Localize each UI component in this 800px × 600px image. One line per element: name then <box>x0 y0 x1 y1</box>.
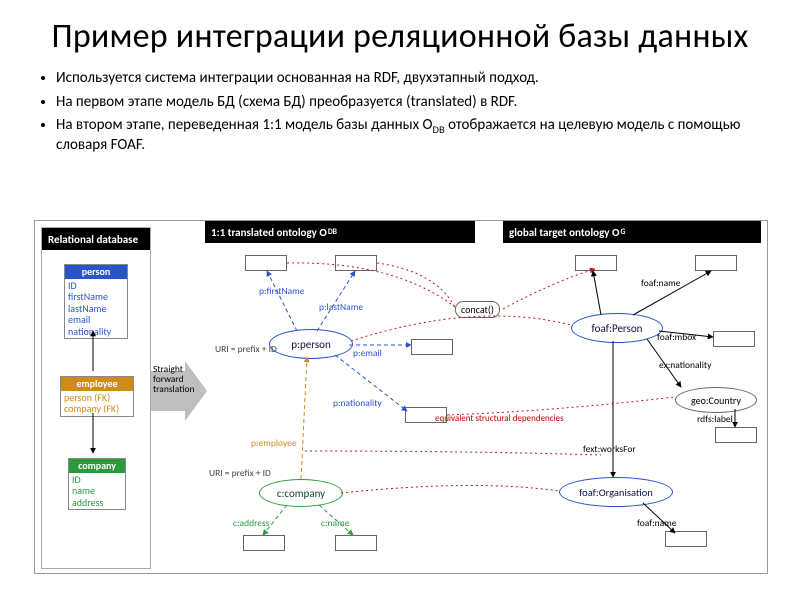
header-odb: 1:1 translated ontology ODB <box>205 221 475 243</box>
pbox <box>695 255 737 271</box>
elab: fext:worksFor <box>583 443 636 455</box>
bullet: На втором этапе, переведенная 1:1 модель… <box>56 116 766 156</box>
node-foaf-org: foaf:Organisation <box>559 477 673 507</box>
bullet: На первом этапе модель БД (схема БД) пре… <box>56 93 766 112</box>
pbox <box>575 255 617 271</box>
node-foaf-person: foaf:Person <box>571 313 663 343</box>
elab: foaf:name <box>641 277 681 289</box>
pbox <box>665 531 707 547</box>
node-geo-country: geo:Country <box>675 387 757 413</box>
elab: foaf:name <box>637 517 677 529</box>
pbox <box>411 339 453 355</box>
elab: p:firstName <box>259 285 305 297</box>
elab: p:nationality <box>333 397 382 409</box>
elab: p:employee <box>251 437 297 449</box>
equiv-annotation: equivalent structural dependencies <box>435 413 564 424</box>
translation-arrow-label: Straightforwardtranslation <box>153 365 195 395</box>
elab: rdfs:label <box>697 413 733 425</box>
translation-arrow: Straightforwardtranslation <box>151 361 207 421</box>
bullet: Используется система интеграции основанн… <box>56 69 766 88</box>
header-relational: Relational database <box>42 228 150 250</box>
elab: p:email <box>353 347 382 359</box>
table-employee: employee person (FK) company (FK) <box>60 376 134 417</box>
elab: URI = prefix + ID <box>209 467 271 479</box>
concat-box: concat() <box>455 301 500 318</box>
diagram: 1:1 translated ontology ODB global targe… <box>34 220 768 574</box>
header-og: global target ontology OG <box>503 221 761 243</box>
elab: c:name <box>321 517 349 529</box>
elab: URI = prefix + ID <box>215 343 277 355</box>
bullet-list: Используется система интеграции основанн… <box>34 69 766 155</box>
table-company: company ID name address <box>68 458 126 510</box>
elab: foaf:mbox <box>657 331 696 343</box>
pbox <box>715 427 757 443</box>
pbox <box>335 255 377 271</box>
table-person: person ID firstName lastName email natio… <box>64 264 128 339</box>
pbox <box>335 535 377 551</box>
pbox <box>243 535 285 551</box>
pbox <box>245 255 287 271</box>
elab: ex:nationality <box>659 359 711 371</box>
relational-db-panel: Relational database person ID firstName … <box>41 227 151 569</box>
slide-title: Пример интеграции реляционной базы данны… <box>34 18 766 55</box>
elab: p:lastName <box>319 301 363 313</box>
node-pperson: p:person <box>269 329 353 359</box>
elab: c:address <box>233 517 269 529</box>
node-ccompany: c:company <box>259 479 343 507</box>
pbox <box>713 331 755 347</box>
